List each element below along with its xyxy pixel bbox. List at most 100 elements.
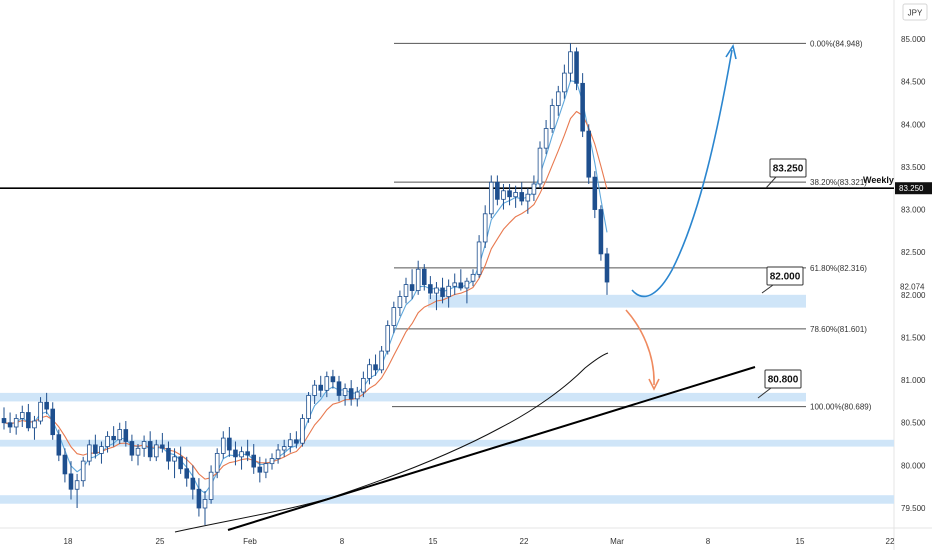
candle-26 [160, 432, 165, 453]
candle-body [330, 376, 336, 383]
candle-65 [397, 290, 403, 317]
candle-body [336, 381, 342, 396]
candle-body [129, 441, 135, 456]
callout-2: 80.800 [757, 369, 802, 399]
candle-45 [275, 444, 281, 464]
candle-23 [141, 435, 147, 457]
candle-12 [74, 473, 80, 508]
candle-body [220, 437, 226, 454]
callout-pointer [765, 176, 777, 189]
x-tick-label: 8 [706, 537, 711, 546]
callout-text: 82.000 [770, 272, 801, 283]
candle-93 [568, 43, 573, 82]
candle-22 [135, 444, 141, 466]
candle-84 [513, 185, 518, 208]
candle-20 [123, 421, 129, 447]
candle-body [361, 377, 366, 393]
candle-body [160, 444, 165, 449]
candle-3 [19, 405, 25, 427]
candles [1, 43, 610, 526]
candle-body [537, 147, 543, 185]
bullish-arrowhead [725, 43, 737, 60]
candle-body [135, 447, 141, 456]
candle-43 [263, 458, 269, 479]
candle-body [19, 412, 25, 419]
candle-80 [488, 175, 494, 219]
callout-pointer [761, 284, 774, 294]
candle-75 [458, 269, 464, 291]
weekly-label: Weekly [863, 175, 894, 185]
candle-body [26, 412, 31, 429]
candle-30 [184, 456, 190, 487]
candle-body [294, 439, 299, 444]
candle-59 [361, 371, 366, 398]
candle-36 [220, 431, 226, 459]
candle-body [147, 441, 153, 458]
long-ma-line [174, 352, 609, 533]
y-tick-label: 84.000 [901, 120, 926, 129]
x-tick-label: 18 [64, 537, 73, 546]
candle-35 [214, 448, 220, 479]
candle-body [300, 418, 305, 444]
y-tick-label: 83.000 [901, 206, 926, 215]
candle-49 [300, 414, 305, 447]
candle-68 [415, 260, 421, 295]
candle-40 [245, 439, 250, 462]
candle-body [1, 418, 7, 424]
candle-54 [330, 369, 336, 389]
candle-24 [147, 431, 153, 462]
candle-body [421, 268, 427, 285]
fib-label-2: 61.80%(82.316) [810, 264, 867, 273]
candle-body [7, 422, 13, 428]
candle-10 [62, 448, 68, 483]
candle-body [580, 82, 585, 132]
candle-body [342, 388, 348, 396]
candle-body [574, 51, 579, 84]
candle-body [452, 282, 458, 287]
candle-body [239, 451, 244, 458]
candle-82 [501, 183, 506, 210]
candle-body [227, 437, 232, 451]
candle-body [354, 391, 360, 400]
fib-label-3: 78.60%(81.601) [810, 325, 867, 334]
candle-92 [562, 64, 567, 99]
trendline [227, 366, 756, 531]
candle-body [80, 460, 86, 482]
candle-body [488, 181, 494, 215]
candle-body [74, 480, 80, 490]
fib-levels: 0.00%(84.948) 38.20%(83.321) 61.80%(82.316… [0, 39, 894, 412]
callout-text: 80.800 [768, 375, 799, 386]
candle-37 [227, 426, 232, 457]
candle-body [446, 285, 451, 297]
x-tick-label: 22 [520, 537, 529, 546]
candle-2 [13, 414, 19, 435]
candle-15 [93, 434, 98, 459]
candle-88 [537, 141, 543, 189]
candle-52 [318, 375, 324, 398]
candle-29 [178, 446, 183, 474]
candle-body [507, 190, 512, 198]
candle-body [269, 458, 275, 465]
candle-body [525, 193, 531, 202]
candle-body [482, 213, 488, 243]
zones [0, 294, 894, 504]
y-tick-label: 81.000 [901, 376, 926, 385]
candle-9 [56, 429, 62, 462]
zone-0 [428, 294, 806, 308]
candle-55 [336, 375, 342, 402]
candle-body [56, 434, 62, 456]
candle-body [324, 376, 330, 391]
candle-79 [482, 205, 488, 248]
candle-91 [555, 85, 561, 116]
candle-body [373, 364, 378, 371]
fib-label-0: 0.00%(84.948) [810, 39, 863, 48]
candle-48 [294, 431, 299, 449]
time-axis: 18 25 Feb 8 15 22 Mar 8 15 22 [64, 537, 895, 546]
candle-74 [452, 273, 458, 295]
x-tick-label: 15 [429, 537, 438, 546]
candle-18 [111, 426, 116, 447]
candle-60 [367, 358, 372, 385]
candle-body [434, 287, 439, 294]
candle-body [531, 183, 537, 195]
